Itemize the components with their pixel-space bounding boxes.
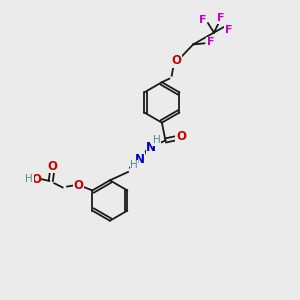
Text: F: F xyxy=(217,13,224,23)
Text: O: O xyxy=(172,54,182,67)
Text: O: O xyxy=(47,160,57,172)
Text: N: N xyxy=(146,140,156,154)
Text: F: F xyxy=(207,37,214,47)
Text: O: O xyxy=(31,173,41,186)
Text: H: H xyxy=(26,174,33,184)
Text: H: H xyxy=(153,136,160,146)
Text: H: H xyxy=(130,160,138,170)
Text: O: O xyxy=(73,178,83,192)
Text: F: F xyxy=(199,15,206,25)
Text: O: O xyxy=(176,130,186,143)
Text: N: N xyxy=(135,153,145,166)
Text: F: F xyxy=(225,25,232,34)
